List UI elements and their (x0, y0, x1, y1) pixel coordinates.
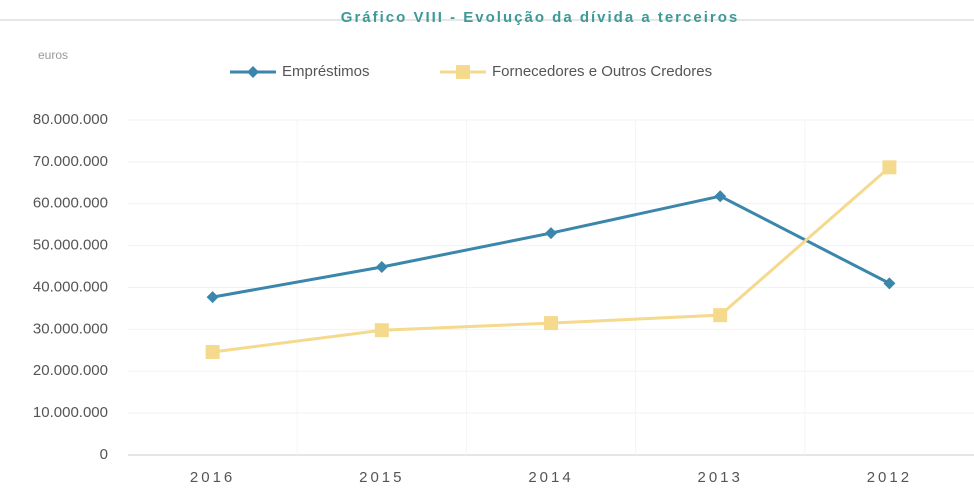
point (883, 277, 896, 290)
point (456, 65, 470, 79)
x-tick-label: 2016 (190, 469, 235, 486)
y-tick-label: 80.000.000 (33, 111, 108, 128)
point (713, 308, 728, 323)
x-tick-label: 2013 (698, 469, 743, 486)
y-tick-label: 40.000.000 (33, 278, 108, 295)
y-tick-label: 30.000.000 (33, 320, 108, 337)
y-tick-label: 20.000.000 (33, 362, 108, 379)
y-tick-label: 60.000.000 (33, 195, 108, 212)
y-tick-label: 50.000.000 (33, 237, 108, 254)
x-tick-label: 2015 (359, 469, 404, 486)
x-tick-label: 2014 (528, 469, 573, 486)
point (714, 190, 727, 203)
legend-label: Fornecedores e Outros Credores (492, 63, 712, 80)
point (374, 323, 389, 338)
y-tick-label: 0 (100, 446, 108, 463)
y-axis-label: euros (38, 48, 68, 62)
legend-label: Empréstimos (282, 63, 370, 80)
point (544, 316, 558, 331)
point (545, 227, 557, 240)
x-tick-label: 2012 (867, 469, 912, 486)
point (375, 260, 388, 273)
series-line (212, 194, 891, 299)
chart-title: Gráfico VIII - Evolução da dívida a terc… (341, 9, 739, 26)
point (206, 291, 219, 304)
y-tick-label: 10.000.000 (33, 404, 108, 421)
point (882, 160, 897, 175)
point (247, 66, 259, 78)
y-tick-label: 70.000.000 (33, 153, 108, 170)
point (205, 344, 220, 359)
